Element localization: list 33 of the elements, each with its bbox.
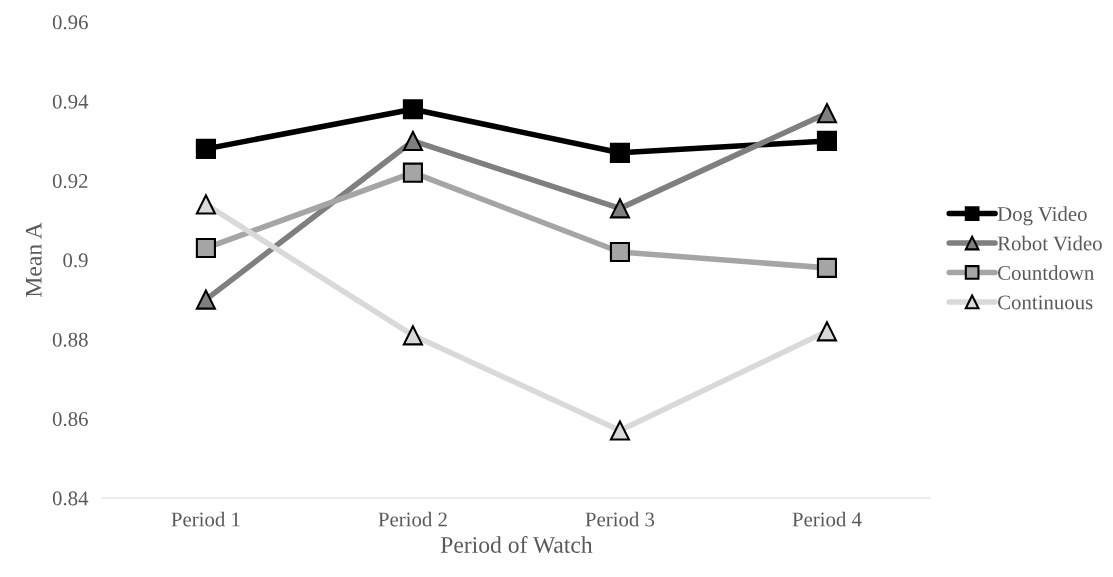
y-tick-label: 0.96 [52, 15, 88, 30]
legend-label: Dog Video [997, 206, 1087, 226]
x-tick-label: Period 4 [792, 511, 862, 527]
x-axis-title: Period of Watch [440, 536, 593, 554]
point [195, 194, 216, 215]
y-tick-label: 0.84 [52, 491, 89, 506]
point [195, 289, 216, 310]
legend-label: Countdown [997, 265, 1095, 280]
y-tick-label: 0.88 [52, 332, 88, 347]
point [609, 198, 631, 219]
point [816, 130, 838, 151]
y-tick-label: 0.92 [52, 173, 88, 189]
y-tick-label: 0.94 [52, 94, 89, 109]
point [402, 99, 423, 120]
x-tick-label: Period 3 [585, 511, 655, 527]
x-tick-label: Period 2 [378, 511, 447, 527]
legend-label: Robot Video [997, 235, 1102, 251]
point [609, 241, 631, 263]
point [402, 162, 423, 183]
point [195, 237, 216, 259]
point [402, 325, 423, 346]
point [816, 103, 838, 124]
y-tick-label: 0.86 [52, 411, 88, 427]
x-tick-label: Period 1 [171, 511, 240, 527]
point [195, 138, 216, 159]
point [609, 142, 631, 163]
y-axis-title: Mean A [25, 222, 42, 297]
point [609, 420, 631, 441]
legend-label: Continuous [997, 295, 1093, 310]
point [402, 130, 423, 151]
point [816, 321, 838, 342]
point [816, 257, 838, 278]
y-tick-label: 0.9 [63, 253, 88, 268]
